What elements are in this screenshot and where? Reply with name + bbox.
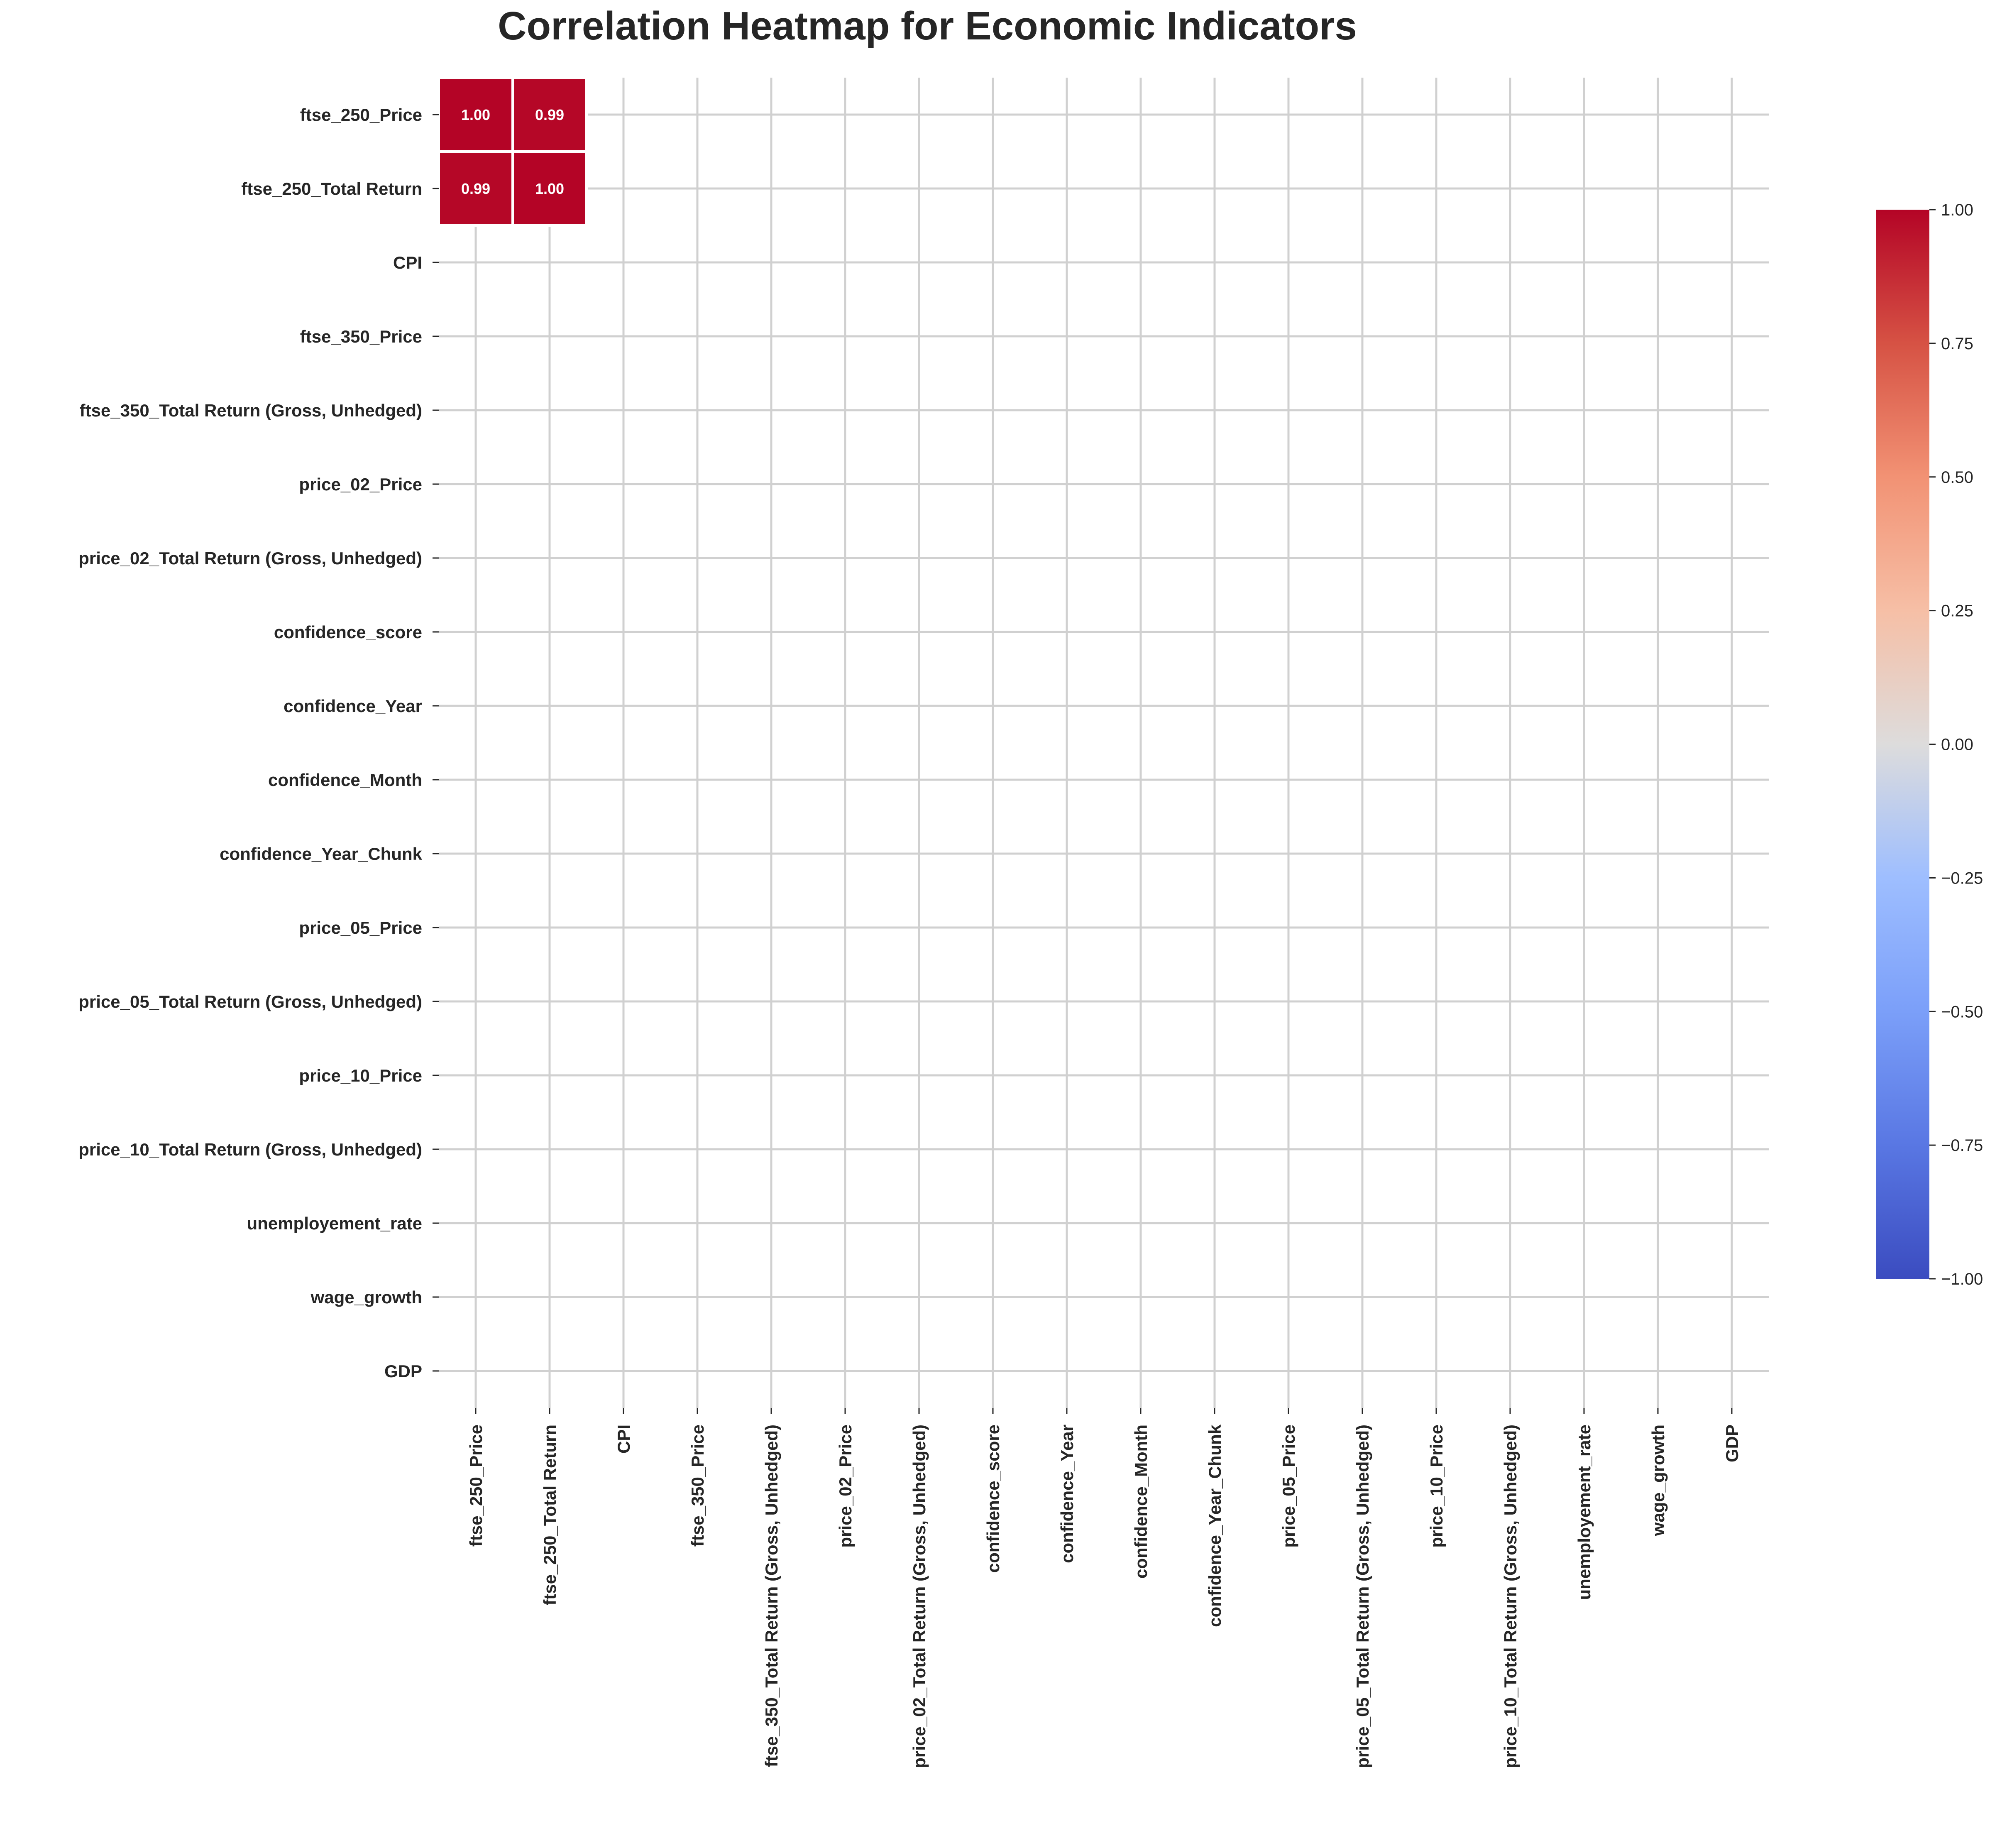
x-tick-label: price_05_Total Return (Gross, Unhedged) [1353,1425,1372,1768]
x-tick-label: ftse_250_Total Return [540,1425,560,1606]
colorbar-tick-label: 0.00 [1941,736,1973,754]
x-tick-label: unemployement_rate [1574,1425,1594,1600]
colorbar-tick-label: −1.00 [1941,1270,1983,1288]
x-tick-label: CPI [614,1425,633,1454]
x-tick-label: price_02_Price [836,1425,855,1548]
x-tick-label: confidence_Month [1131,1425,1151,1579]
colorbar-ticks: 1.00 0.75 0.50 0.25 0.00 −0.25 −0.50 −0.75 −1.00 [1929,201,1983,1288]
y-tick-label: confidence_Month [268,770,422,790]
y-tick-label: price_10_Price [299,1066,422,1085]
x-tick-label: confidence_Year [1057,1425,1077,1563]
heatmap-cell [438,150,514,227]
x-tick-label: ftse_250_Price [466,1425,486,1547]
y-tick-label: price_05_Total Return (Gross, Unhedged) [78,992,422,1011]
x-tick-label: confidence_score [983,1425,1003,1573]
x-tick-label: wage_growth [1648,1425,1668,1536]
chart-title: Correlation Heatmap for Economic Indicat… [498,4,1357,48]
colorbar-tick-label: −0.75 [1941,1136,1983,1155]
colorbar [1876,210,1929,1279]
colorbar-tick-label: 0.50 [1941,468,1973,487]
y-tick-label: confidence_Year_Chunk [220,844,422,864]
y-tick-label: ftse_350_Total Return (Gross, Unhedged) [80,401,422,420]
y-tick-label: price_10_Total Return (Gross, Unhedged) [78,1140,422,1159]
colorbar-tick-label: 0.75 [1941,335,1973,353]
x-tick-label: price_05_Price [1279,1425,1298,1548]
colorbar-tick-label: 1.00 [1941,201,1973,219]
heatmap-cells: 1.00 0.99 0.99 1.00 [438,76,588,227]
y-tick-label: unemployement_rate [247,1214,422,1233]
cell-value-label: 0.99 [535,106,564,123]
y-tick-label: GDP [384,1361,422,1381]
colorbar-tick-label: −0.50 [1941,1003,1983,1021]
x-tick-label: GDP [1722,1425,1742,1462]
heatmap-cell [511,150,588,227]
y-tick-label: confidence_score [274,622,422,642]
colorbar-tick-label: −0.25 [1941,869,1983,887]
x-tick-label: confidence_Year_Chunk [1205,1424,1225,1627]
y-tick-label: ftse_250_Price [300,105,422,125]
y-tick-label: ftse_250_Total Return [241,179,422,198]
heatmap-cell [438,76,514,153]
grid-lines [439,78,1769,1408]
y-tick-label: price_02_Total Return (Gross, Unhedged) [78,548,422,568]
y-tick-label: price_02_Price [299,475,422,494]
y-tick-label: price_05_Price [299,918,422,937]
cell-value-label: 0.99 [461,180,490,197]
y-tick-label: confidence_Year [284,696,422,716]
x-tick-label: ftse_350_Total Return (Gross, Unhedged) [762,1425,781,1767]
y-tick-label: ftse_350_Price [300,327,422,346]
x-tick-label: price_02_Total Return (Gross, Unhedged) [909,1425,929,1768]
x-tick-label: price_10_Total Return (Gross, Unhedged) [1501,1425,1520,1768]
cell-value-label: 1.00 [461,106,490,123]
y-tick-label: CPI [393,253,422,272]
x-tick-label: price_10_Price [1427,1425,1446,1548]
cell-value-label: 1.00 [535,180,564,197]
y-tick-label: wage_growth [310,1287,422,1307]
x-axis-tick-labels: ftse_250_Price ftse_250_Total Return CPI ft… [466,1408,1742,1768]
colorbar-tick-label: 0.25 [1941,602,1973,620]
y-axis-tick-labels: ftse_250_Price ftse_250_Total Return CPI ft… [78,105,439,1381]
x-tick-label: ftse_350_Price [688,1425,707,1547]
